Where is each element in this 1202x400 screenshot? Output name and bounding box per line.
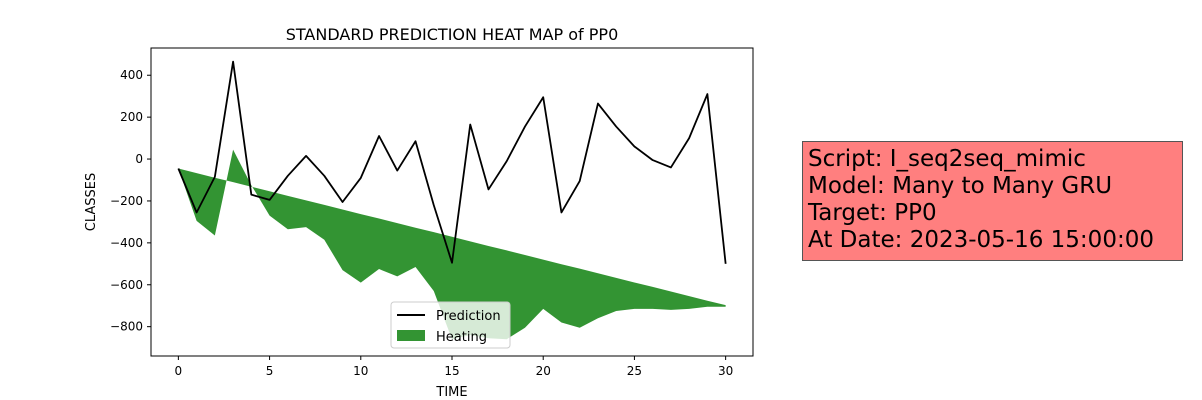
- y-tick-label: 200: [120, 110, 143, 124]
- x-tick-label: 10: [353, 364, 368, 378]
- x-axis-label: TIME: [435, 385, 467, 400]
- y-tick-label: −600: [110, 278, 143, 292]
- x-tick-label: 25: [627, 364, 642, 378]
- info-date: At Date: 2023-05-16 15:00:00: [808, 227, 1154, 253]
- y-tick-label: −800: [110, 320, 143, 334]
- y-tick-label: −400: [110, 236, 143, 250]
- x-tick-label: 0: [175, 364, 183, 378]
- info-box: Script: I_seq2seq_mimic Model: Many to M…: [802, 141, 1183, 261]
- x-tick-label: 15: [444, 364, 459, 378]
- prediction-line: [177, 60, 727, 264]
- legend-prediction-label: Prediction: [436, 309, 501, 324]
- x-tick-label: 20: [536, 364, 551, 378]
- info-target: Target: PP0: [808, 200, 937, 226]
- x-tick-label: 30: [718, 364, 733, 378]
- y-tick-label: 400: [120, 68, 143, 82]
- legend-heating-swatch: [397, 330, 425, 341]
- heating-area: [178, 149, 726, 340]
- y-tick-label: −200: [110, 194, 143, 208]
- y-axis-label: CLASSES: [84, 173, 99, 231]
- x-tick-label: 5: [266, 364, 274, 378]
- legend: Prediction Heating: [390, 301, 511, 349]
- y-tick-label: 0: [135, 152, 143, 166]
- legend-heating-label: Heating: [436, 330, 487, 345]
- info-model: Model: Many to Many GRU: [808, 173, 1113, 199]
- info-script: Script: I_seq2seq_mimic: [808, 146, 1086, 172]
- chart-title: STANDARD PREDICTION HEAT MAP of PP0: [286, 25, 619, 44]
